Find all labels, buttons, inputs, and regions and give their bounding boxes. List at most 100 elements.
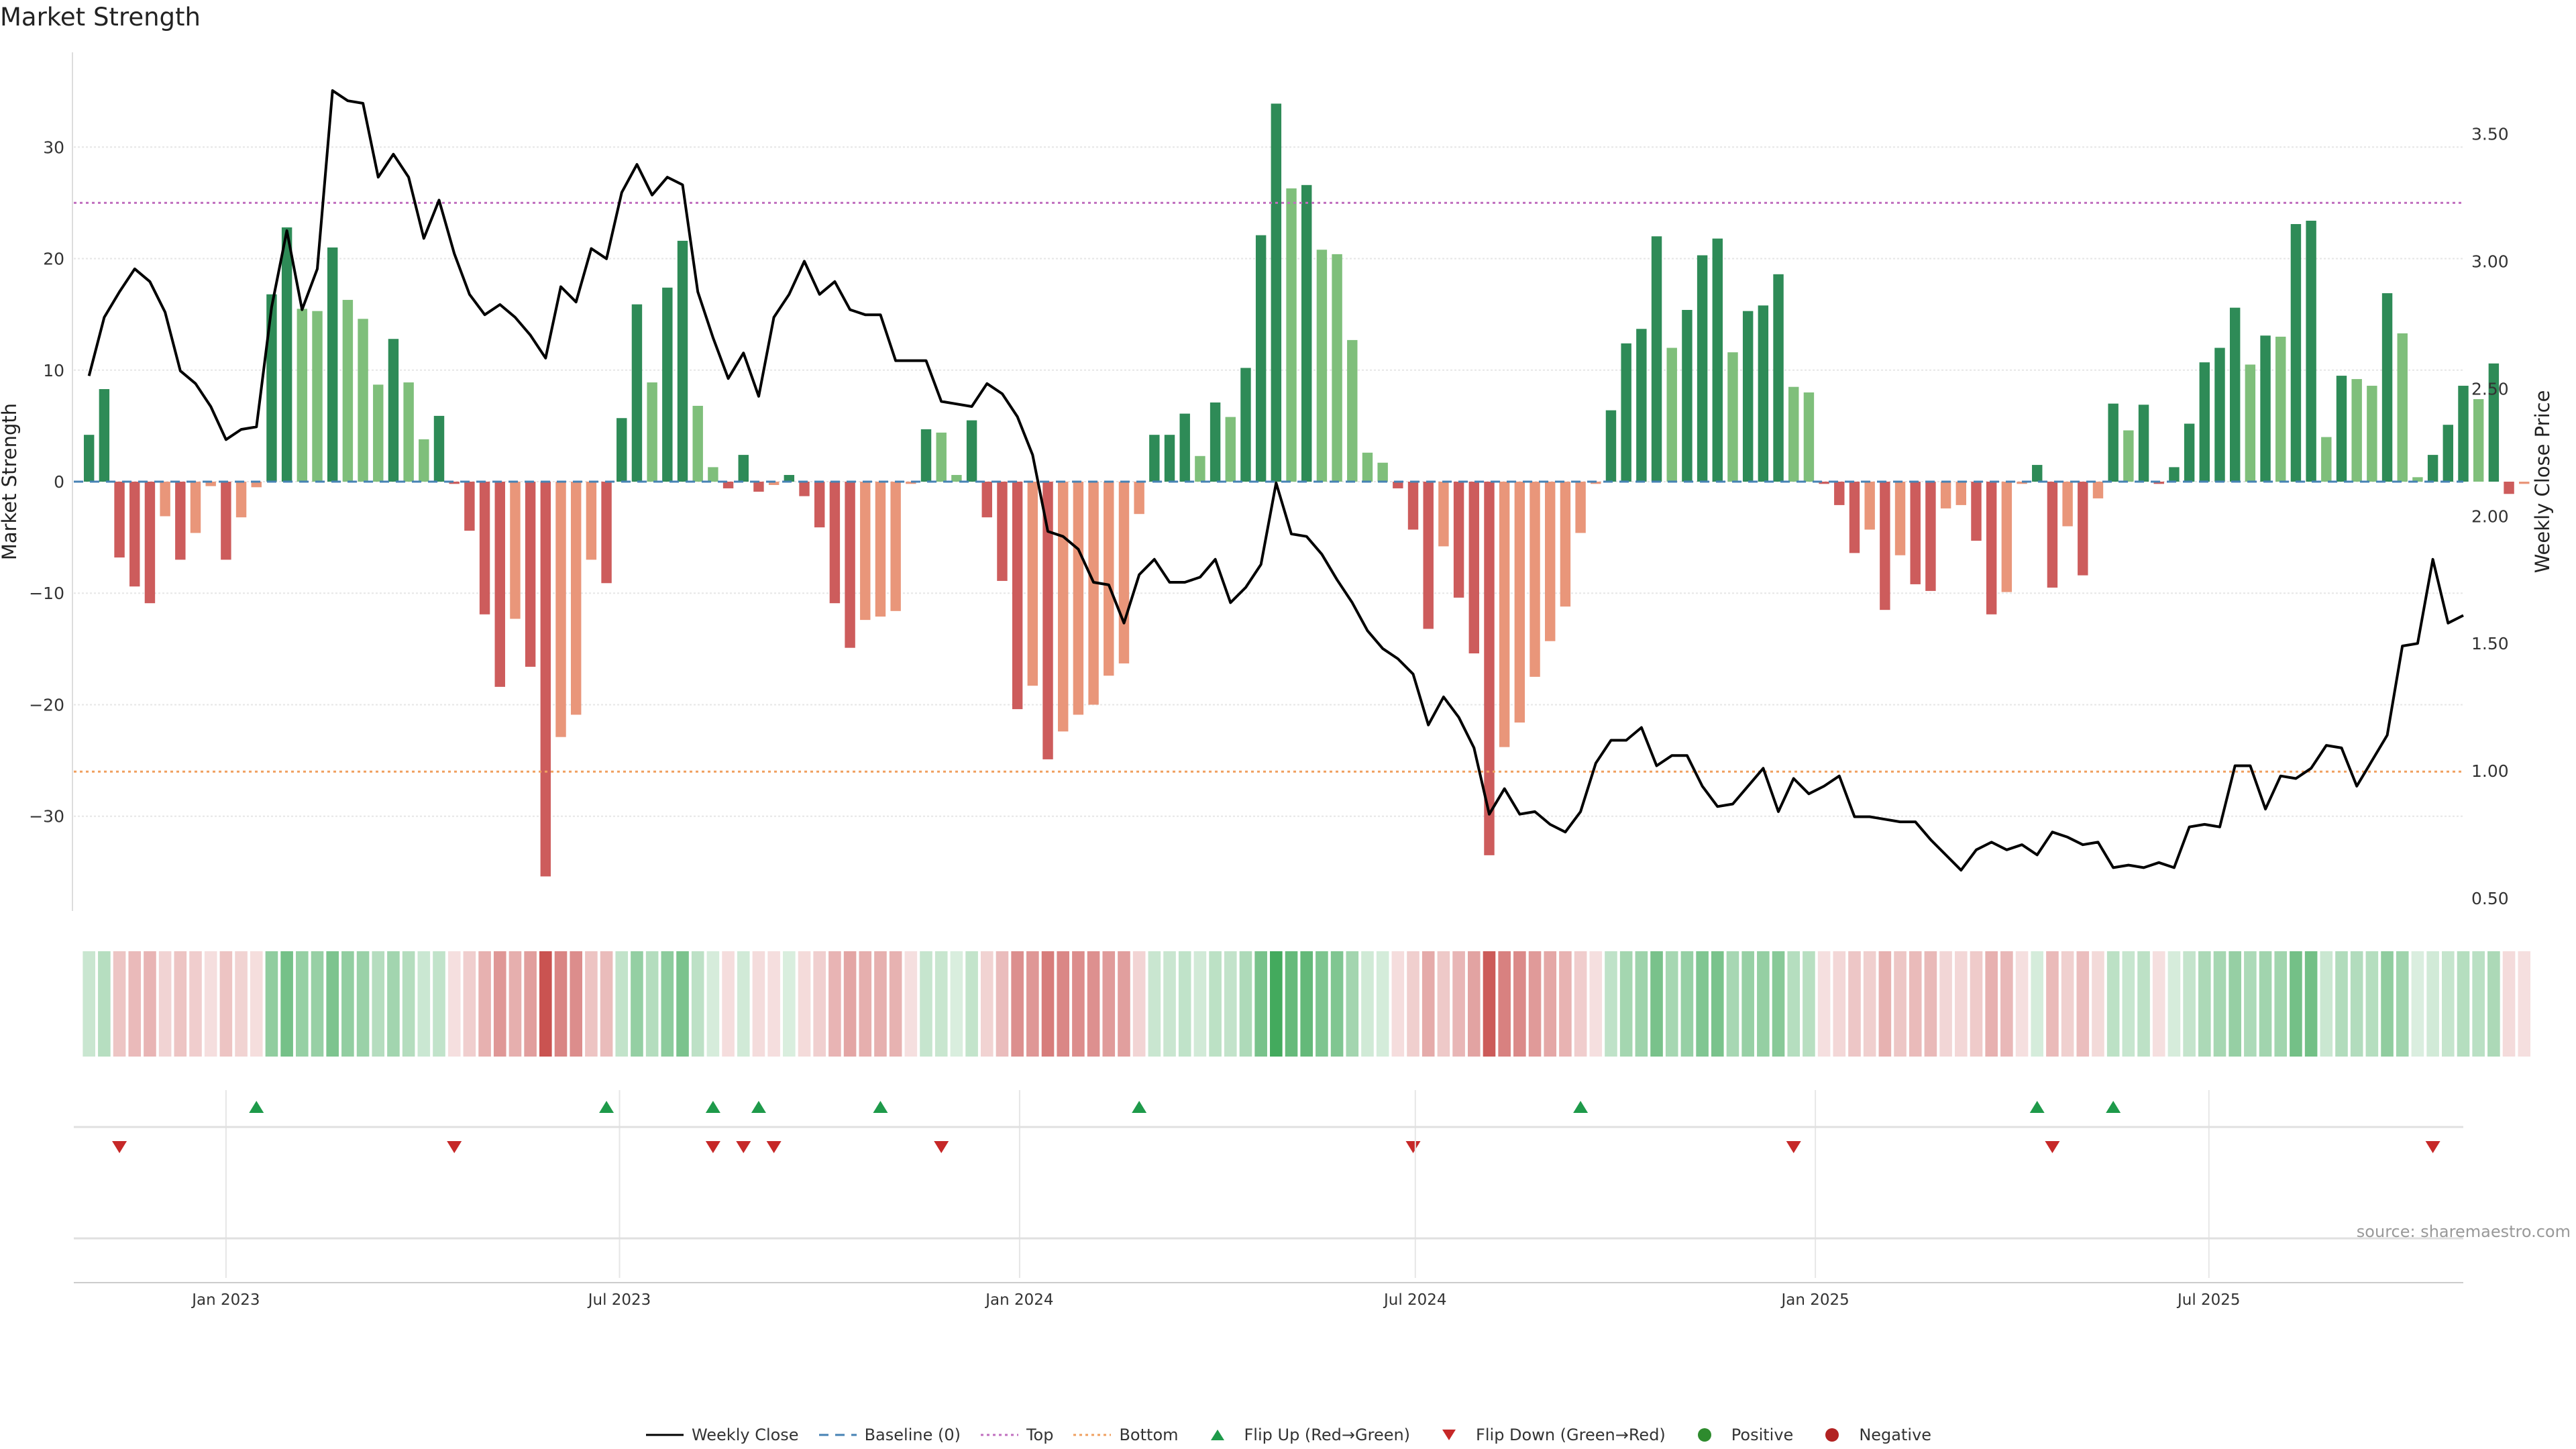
heat-cell [1209,951,1222,1057]
strength-bar [1910,482,1921,584]
heat-cell [1559,951,1572,1057]
strength-bar [570,482,582,715]
heat-cell [965,951,978,1057]
heat-cell [1909,951,1922,1057]
strength-bar [1742,311,1754,482]
heat-cell [661,951,674,1057]
strength-bar [1073,482,1084,715]
strength-bar [1347,339,1358,482]
heat-cell [2426,951,2439,1057]
heat-cell [631,951,643,1057]
strength-bar [936,432,947,482]
weekly-close-line-layer [87,89,2464,872]
legend-label: Negative [1859,1426,1932,1444]
heat-cell [2290,951,2302,1057]
y-tick-label: −30 [29,807,64,826]
legend-item-top: Top [979,1426,1053,1444]
strength-bar [1057,482,1069,732]
heat-cell [2472,951,2485,1057]
heat-cell [2229,951,2241,1057]
strength-bar [83,435,95,482]
strength-bar [2184,423,2195,482]
legend-label: Flip Down (Green→Red) [1476,1426,1666,1444]
chart-title: Market Strength [0,3,201,32]
strength-bar [433,415,445,482]
heat-cell [889,951,902,1057]
strength-bar [1316,250,1328,482]
strength-bar [1758,305,1769,482]
heat-cell [1407,951,1419,1057]
strength-bar [419,439,429,482]
strength-bar [1210,402,1221,482]
y2-tick-label: 3.50 [2471,125,2509,144]
strength-bar [160,482,170,517]
heat-cell [934,951,948,1057]
y-tick-label: −20 [29,695,64,714]
y-tick-label: 0 [54,472,64,492]
heat-cell [508,951,522,1057]
heat-cell [2122,951,2135,1057]
strength-bar [1986,482,1997,614]
legend-swatch [980,1434,1018,1436]
x-tick-label: Jan 2023 [191,1291,260,1309]
heat-cell [1193,951,1207,1057]
strength-bar [1286,188,1297,482]
y2-tick-label: 1.00 [2471,761,2509,781]
strength-bar [1727,352,1738,482]
heat-cell [250,951,263,1057]
strength-bar [2351,379,2362,482]
strength-bar [1407,482,1419,530]
heat-cell [1863,951,1876,1057]
legend-item-negative: Negative [1812,1426,1931,1444]
heat-cell [1544,951,1557,1057]
strength-bar [1484,482,1495,855]
heat-cell [2198,951,2211,1057]
heat-cell [828,951,841,1057]
strength-bar [906,482,916,484]
strength-bar [2260,335,2271,482]
weekly-close-line [87,89,2464,872]
flip-up-marker [2106,1101,2121,1113]
heat-cell [1985,951,1998,1057]
legend-swatch [1073,1434,1112,1436]
strength-bar [1453,482,1464,598]
heat-cell [1224,951,1237,1057]
legend-item-baseline: Baseline (0) [818,1426,961,1444]
flip-up-marker [1132,1101,1147,1113]
strength-bar [2427,455,2438,482]
heat-cell [356,951,370,1057]
flip-down-marker [447,1141,462,1153]
heat-cell [1605,951,1617,1057]
heat-cell [2167,951,2181,1057]
heat-cell [1239,951,1252,1057]
heat-cell [2092,951,2104,1057]
strength-bar [1636,329,1647,482]
y-tick-label: 20 [43,250,64,269]
x-tick-label: Jul 2023 [587,1291,651,1309]
strength-bar [2458,386,2469,482]
heat-cell [2442,951,2455,1057]
heat-cell [783,951,796,1057]
strength-bar [99,389,110,482]
reference-lines [74,201,2463,773]
flip-down-marker [766,1141,782,1153]
strength-bar [1560,482,1571,607]
strength-bar [601,482,612,584]
strength-bar [1468,482,1480,653]
strength-bar [1621,343,1631,482]
strength-bar [1773,274,1784,482]
strength-bar [1255,235,1267,482]
heat-cell [2259,951,2272,1057]
heat-cell [2106,951,2120,1057]
strength-bar [677,240,688,482]
heat-cell [1376,951,1389,1057]
strength-bar [966,420,977,482]
heat-cell [463,951,476,1057]
heat-cell [1635,951,1648,1057]
strength-bar [1042,482,1053,759]
strength-bar [1118,482,1130,663]
heat-cell [219,951,233,1057]
strength-bar [875,482,886,617]
heat-cell [1589,951,1603,1057]
